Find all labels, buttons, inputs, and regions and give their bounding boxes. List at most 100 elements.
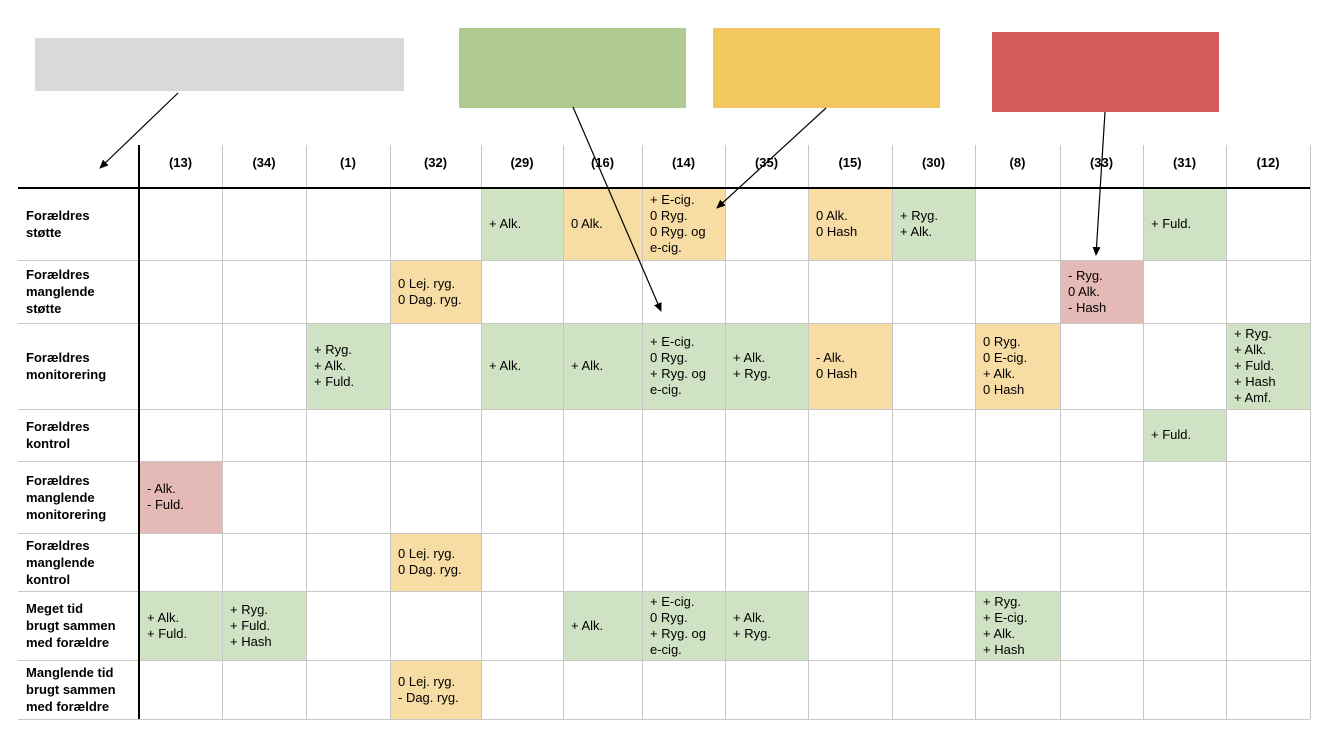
grid-line xyxy=(18,660,1310,661)
grid-line xyxy=(18,719,1310,720)
row-header: Forældres monitorering xyxy=(18,323,139,409)
column-header: (14) xyxy=(671,155,696,170)
cell-line: 0 Ryg. xyxy=(650,350,688,365)
cell-line: 0 Hash xyxy=(816,224,858,239)
column-header: (15) xyxy=(838,155,862,170)
grid-line xyxy=(18,461,1310,462)
row-header-line: brugt sammen xyxy=(26,682,116,697)
arrow-green xyxy=(572,106,662,312)
cell-line: e-cig. xyxy=(650,641,682,657)
column-header: (31) xyxy=(1172,155,1197,170)
cell-line: 0 Ryg. xyxy=(650,609,688,625)
cell-line: 0 Lej. ryg. xyxy=(398,275,456,291)
cell-line: 0 Ryg. xyxy=(983,334,1021,349)
table-cell: - Alk. 0 Hash xyxy=(808,323,892,409)
grid-line xyxy=(1226,145,1227,719)
cell-line: 0 E-cig. xyxy=(983,350,1028,365)
cell-line: + Ryg. xyxy=(983,593,1021,609)
cell-line: + Alk. xyxy=(733,609,766,625)
row-header-line: monitorering xyxy=(26,506,107,522)
row-header-line: manglende xyxy=(26,489,95,505)
grid-line xyxy=(725,145,726,719)
row-header-line: støtte xyxy=(26,301,62,316)
cell-line: + Alk. xyxy=(489,216,522,231)
grid-line xyxy=(642,145,643,719)
row-header-line: kontrol xyxy=(26,436,71,451)
cell-line: + Alk. xyxy=(314,358,347,373)
cell-line: + Fuld. xyxy=(314,374,355,389)
row-header-line: Forældres xyxy=(26,472,90,488)
cell-line: e-cig. xyxy=(650,240,682,255)
cell-line: - Ryg. xyxy=(1068,267,1103,283)
column-header: (16) xyxy=(590,155,615,170)
cell-line: + Alk. xyxy=(983,625,1016,641)
row-header: Meget tid brugt sammen med forældre xyxy=(18,591,139,660)
grid-line xyxy=(1060,145,1061,719)
table-cell: + Alk. xyxy=(481,323,563,409)
cell-line: - Alk. xyxy=(147,481,176,496)
table-cell: 0 Lej. ryg. 0 Dag. ryg. xyxy=(390,533,481,591)
table-cell: + Ryg. + Alk. + Fuld. xyxy=(306,323,390,409)
cell-line: + Hash xyxy=(1234,374,1276,389)
table-cell: - Alk. - Fuld. xyxy=(139,461,222,533)
table-cell: + E-cig. 0 Ryg. + Ryg. og e-cig. xyxy=(642,323,725,409)
table-cell: - Ryg. 0 Alk. - Hash xyxy=(1060,260,1143,323)
table-cell: + Ryg. + Alk. xyxy=(892,188,975,260)
cell-line: 0 Hash xyxy=(816,366,858,381)
grid-line xyxy=(306,145,307,719)
row-header-line: monitorering xyxy=(26,367,107,382)
cell-line: + E-cig. xyxy=(650,593,695,609)
cell-line: + E-cig. xyxy=(650,334,695,349)
table-cell: + Alk. xyxy=(481,188,563,260)
row-header-line: brugt sammen xyxy=(26,618,116,633)
cell-line: + E-cig. xyxy=(650,192,695,207)
arrow-yellow xyxy=(716,107,827,209)
table-cell: 0 Alk. xyxy=(563,188,642,260)
grid-line xyxy=(563,145,564,719)
grid-line xyxy=(18,533,1310,534)
cell-line: 0 Dag. ryg. xyxy=(398,562,462,577)
table-cell: 0 Ryg. 0 E-cig. + Alk. 0 Hash xyxy=(975,323,1060,409)
grid-line xyxy=(18,409,1310,410)
table-cell: 0 Alk. 0 Hash xyxy=(808,188,892,260)
cell-line: + Amf. xyxy=(1234,390,1272,405)
grid-line xyxy=(18,591,1310,592)
row-header: Forældres manglende kontrol xyxy=(18,533,139,591)
cell-line: + Alk. xyxy=(983,366,1016,381)
legend-yellow-box xyxy=(713,28,940,108)
grid-line xyxy=(222,145,223,719)
cell-line: + Ryg. og xyxy=(650,625,707,641)
row-header: Forældres manglende monitorering xyxy=(18,461,139,533)
grid-line xyxy=(892,145,893,719)
cell-line: + Fuld. xyxy=(1151,216,1192,231)
grid-line xyxy=(481,145,482,719)
cell-line: + Alk. xyxy=(571,358,604,373)
cell-line: + Alk. xyxy=(571,617,604,633)
column-header: (29) xyxy=(510,155,534,170)
cell-line: + Alk. xyxy=(489,358,522,373)
table-cell: + Alk. xyxy=(563,323,642,409)
table-cell: + E-cig. 0 Ryg. + Ryg. og e-cig. xyxy=(642,591,725,660)
row-header-line: Meget tid xyxy=(26,601,84,616)
cell-line: + Hash xyxy=(983,641,1025,657)
row-header-line: støtte xyxy=(26,225,62,240)
column-header: (34) xyxy=(252,155,276,170)
table-cell: 0 Lej. ryg. 0 Dag. ryg. xyxy=(390,260,481,323)
cell-line: 0 Ryg. xyxy=(650,208,688,223)
grid-line xyxy=(808,145,809,719)
cell-line: + Fuld. xyxy=(1151,427,1192,442)
cell-line: + Fuld. xyxy=(230,617,271,633)
row-header-line: med forældre xyxy=(26,635,110,650)
column-header: (32) xyxy=(423,155,448,170)
cell-line: + Ryg. xyxy=(733,625,771,641)
table-cell: + Alk. + Fuld. xyxy=(139,591,222,660)
cell-line: + Ryg. xyxy=(314,342,352,357)
cell-line: 0 Lej. ryg. xyxy=(398,673,456,689)
header-rule xyxy=(18,187,1310,189)
cell-line: + E-cig. xyxy=(983,609,1028,625)
row-header-line: med forældre xyxy=(26,699,110,714)
row-header: Manglende tid brugt sammen med forældre xyxy=(18,660,139,719)
row-header-line: manglende xyxy=(26,554,95,570)
